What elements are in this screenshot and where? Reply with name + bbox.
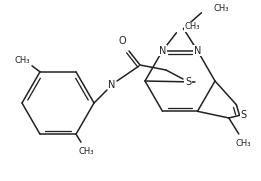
Text: N: N (194, 46, 201, 56)
Text: CH₃: CH₃ (185, 22, 200, 31)
Text: O: O (118, 36, 126, 46)
Text: N: N (159, 46, 166, 56)
Text: N: N (108, 80, 116, 90)
Text: S: S (240, 110, 247, 120)
Text: CH₃: CH₃ (14, 56, 30, 65)
Text: CH₃: CH₃ (213, 4, 229, 13)
Text: CH₃: CH₃ (235, 140, 251, 148)
Text: S: S (185, 77, 191, 87)
Text: CH₃: CH₃ (78, 147, 94, 156)
